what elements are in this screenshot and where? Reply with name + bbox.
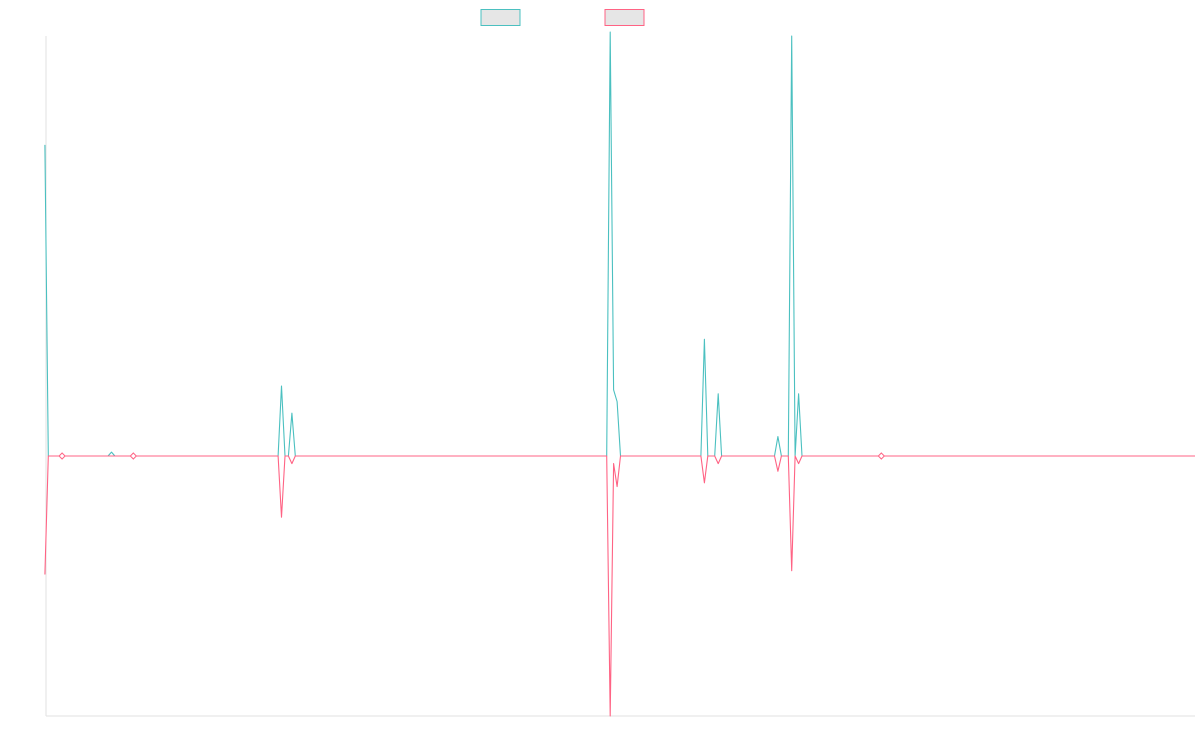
data-point-marker-1 [58,452,66,460]
chart-series [44,31,1195,717]
series-line-a [44,31,1195,457]
data-point-marker-2 [129,452,138,460]
data-point-marker-3 [877,452,886,460]
chart-markers [58,452,886,460]
series-line-b [44,455,1195,717]
legend-swatch-series-a[interactable] [480,9,521,26]
legend-swatch-series-b[interactable] [604,9,645,26]
chart-legend[interactable] [480,9,645,26]
chart-axes [45,36,1195,717]
